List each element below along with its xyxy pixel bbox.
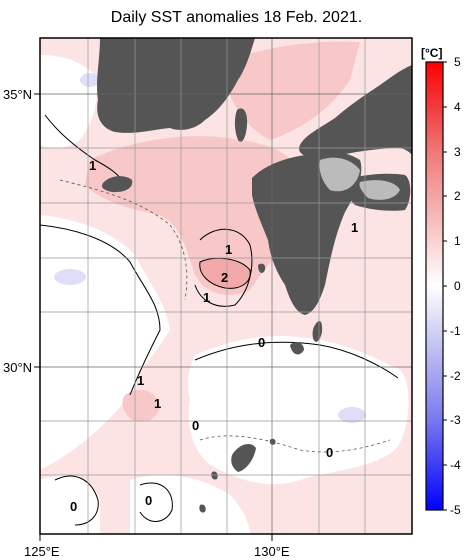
contour-label: 0 xyxy=(192,418,199,433)
contour-label: 1 xyxy=(154,396,161,411)
colorbar-tick-label: -4 xyxy=(450,458,461,472)
warm-region-center xyxy=(85,136,310,295)
small-island-2 xyxy=(199,504,206,513)
warm-region-north xyxy=(228,41,360,140)
colorbar-tick-label: 0 xyxy=(454,279,461,293)
contour-zero-bottom-2 xyxy=(139,482,173,522)
contour-label: 1 xyxy=(351,220,358,235)
koshiki-islands xyxy=(258,263,266,273)
axis-ticks xyxy=(34,93,273,541)
colorbar-tick-label: -5 xyxy=(450,503,461,517)
tsushima-island xyxy=(234,108,248,142)
colorbar-tick-label: 5 xyxy=(454,55,461,69)
contour-zero-south xyxy=(194,341,399,379)
honshu-landmass xyxy=(299,65,412,159)
colorbar: [°C] 5 4 3 2 1 0 -1 -2 -3 -4 -5 xyxy=(421,46,461,517)
x-tick-label: 125°E xyxy=(24,544,60,559)
tanegashima-island xyxy=(312,320,323,342)
colorbar-tick-label: -2 xyxy=(450,369,461,383)
amami-island xyxy=(231,444,256,472)
contour-label: 1 xyxy=(137,373,144,388)
cool-spot-1 xyxy=(54,269,86,285)
colorbar-unit: [°C] xyxy=(421,46,442,60)
contour-label: 1 xyxy=(225,242,232,257)
yakushima-island xyxy=(290,342,304,355)
small-island-3 xyxy=(269,438,276,445)
x-tick-label: 130°E xyxy=(254,544,290,559)
contour-dashed-2 xyxy=(199,435,391,453)
colorbar-tick-label: -1 xyxy=(450,324,461,338)
contour-zero-bottom xyxy=(54,475,99,526)
map-area: 1 1 2 1 0 1 1 0 0 0 0 1 xyxy=(40,38,412,534)
map-title: Daily SST anomalies 18 Feb. 2021. xyxy=(110,9,363,26)
jeju-island xyxy=(102,176,133,193)
warm-region-southwest xyxy=(122,389,160,422)
small-island-1 xyxy=(211,471,218,480)
warm-region-strong xyxy=(199,258,251,289)
colorbar-gradient xyxy=(425,61,444,511)
colorbar-tick-label: 3 xyxy=(454,145,461,159)
y-tick-label: 30°N xyxy=(3,360,32,375)
neutral-sea-bottom xyxy=(130,475,250,534)
shikoku-highland xyxy=(359,180,400,200)
cool-spot-3 xyxy=(80,73,100,87)
kyushu-landmass xyxy=(252,151,362,315)
contour-label: 0 xyxy=(145,493,152,508)
colorbar-tick-label: 1 xyxy=(454,234,461,248)
colorbar-tick-label: 2 xyxy=(454,189,461,203)
contour-label: 1 xyxy=(203,290,210,305)
contour-label: 0 xyxy=(70,499,77,514)
contour-zero-west xyxy=(40,224,161,396)
graticule xyxy=(40,38,412,534)
contour-label: 1 xyxy=(89,158,96,173)
cool-spot-2 xyxy=(338,407,366,423)
y-tick-label: 35°N xyxy=(3,87,32,102)
colorbar-tick-label: 4 xyxy=(454,100,461,114)
map-frame xyxy=(39,37,413,535)
colorbar-ticks xyxy=(443,61,447,511)
contour-label: 2 xyxy=(221,270,228,285)
colorbar-tick-label: -3 xyxy=(450,413,461,427)
kyushu-highland xyxy=(319,157,360,192)
contour-label: 0 xyxy=(326,445,333,460)
contour-label: 0 xyxy=(258,335,265,350)
neutral-sea-southwest xyxy=(40,475,100,534)
korea-landmass xyxy=(97,38,256,133)
contour-one-center xyxy=(194,228,253,307)
contour-dashed-1 xyxy=(59,179,188,301)
